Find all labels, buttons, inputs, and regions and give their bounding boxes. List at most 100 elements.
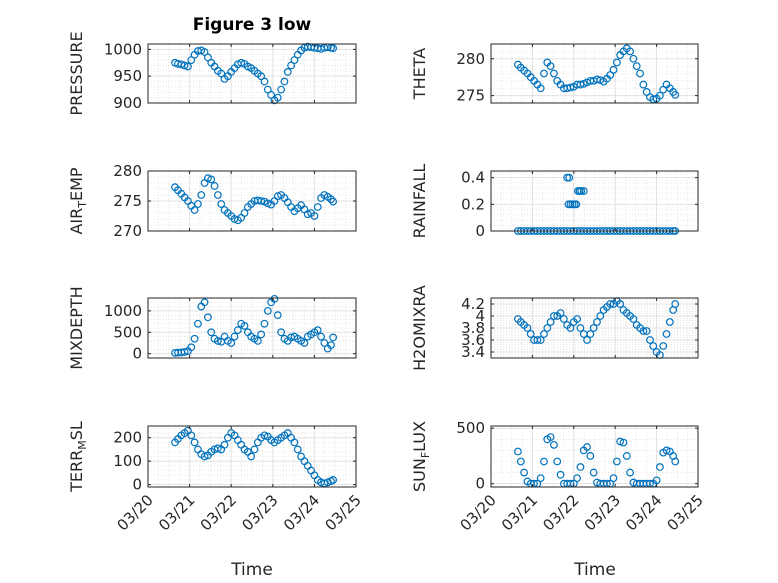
y-axis-label-7: TERRMSL <box>67 421 89 493</box>
data-point <box>260 431 269 440</box>
data-point <box>329 197 338 206</box>
data-point <box>550 312 558 320</box>
data-point <box>565 173 574 182</box>
y-tick-label: 0 <box>475 222 485 240</box>
data-point <box>593 318 601 326</box>
data-point <box>583 336 591 344</box>
data-point <box>523 324 532 332</box>
y-tick-label: 900 <box>113 94 142 112</box>
y-tick-label: 3.4 <box>461 343 485 361</box>
data-point <box>626 47 635 56</box>
data-point <box>536 336 545 344</box>
axes-box <box>147 297 357 359</box>
data-point <box>257 330 266 339</box>
data-point <box>576 463 585 471</box>
axes-box <box>490 425 699 488</box>
data-point <box>576 324 585 332</box>
data-point <box>200 298 209 307</box>
data-point <box>566 324 575 332</box>
data-point <box>287 61 296 70</box>
data-point <box>300 339 309 347</box>
data-point <box>260 77 269 86</box>
data-point <box>313 326 322 335</box>
y-tick-label: 275 <box>456 87 485 105</box>
data-point <box>194 200 202 208</box>
data-point <box>642 327 651 335</box>
data-point <box>200 48 209 56</box>
data-point <box>190 334 199 343</box>
data-point <box>253 336 262 345</box>
series-markers <box>171 174 338 225</box>
data-point <box>626 468 635 477</box>
data-point <box>250 445 259 454</box>
panel-4: 0 0.2 0.4 RAINFALL <box>410 164 699 240</box>
figure-title: Figure 3 low <box>193 15 312 35</box>
data-point <box>649 342 658 350</box>
data-point <box>546 318 555 326</box>
data-point <box>227 339 236 347</box>
data-point <box>240 321 249 330</box>
y-tick-label: 100 <box>113 452 142 470</box>
y-tick-label: 0.4 <box>461 169 485 187</box>
data-point <box>180 348 189 356</box>
data-point <box>273 311 282 320</box>
data-point <box>213 191 222 199</box>
x-tick-label: 03/24 <box>280 491 323 534</box>
data-point <box>177 60 186 69</box>
data-point <box>200 452 209 461</box>
data-point <box>273 93 282 102</box>
data-point <box>540 69 548 78</box>
data-point <box>184 62 192 71</box>
x-tick-label: 03/23 <box>581 491 624 534</box>
x-tick-label: 03/25 <box>664 491 707 534</box>
data-point <box>616 437 625 446</box>
y-tick-label: 950 <box>113 67 142 85</box>
data-point <box>583 443 591 451</box>
data-point <box>327 341 335 350</box>
x-tick-label: 03/20 <box>457 491 500 534</box>
data-point <box>586 330 595 338</box>
x-tick-label: 03/24 <box>622 491 665 534</box>
x-axis-label-right: Time <box>573 560 616 580</box>
data-point <box>573 474 582 483</box>
data-point <box>267 91 276 99</box>
data-point <box>210 182 219 190</box>
data-point <box>317 332 325 341</box>
data-point <box>207 328 216 337</box>
y-axis-label-1: PRESSURE <box>67 31 86 115</box>
y-tick-label: 270 <box>113 222 142 240</box>
data-point <box>230 332 239 341</box>
data-point <box>233 326 242 335</box>
data-point <box>671 90 680 99</box>
data-point <box>313 203 322 211</box>
y-tick-label: 0 <box>132 476 142 494</box>
data-point <box>606 300 615 308</box>
data-point <box>277 85 286 94</box>
data-point <box>540 457 548 466</box>
y-axis-label-6: H2OMIXRA <box>410 285 429 371</box>
data-point <box>516 457 525 466</box>
y-tick-label: 3.6 <box>461 331 485 349</box>
y-tick-label: 0 <box>132 345 142 363</box>
x-tick-label: 03/21 <box>155 491 198 534</box>
data-point <box>217 200 226 208</box>
y-tick-label: 500 <box>113 323 142 341</box>
data-point <box>629 54 638 63</box>
data-point <box>263 199 272 208</box>
data-point <box>632 62 641 71</box>
data-point <box>283 67 292 76</box>
y-tick-label: 275 <box>113 192 142 210</box>
data-point <box>197 191 206 199</box>
data-point <box>550 69 558 78</box>
data-point <box>536 474 545 483</box>
data-point <box>220 440 229 449</box>
series-markers <box>514 297 680 359</box>
y-axis-label-4: RAINFALL <box>410 164 429 239</box>
y-tick-label: 1000 <box>104 40 142 58</box>
data-point <box>327 195 335 204</box>
data-point <box>260 319 269 328</box>
data-point <box>622 452 631 460</box>
x-tick-label: 03/25 <box>322 491 365 534</box>
